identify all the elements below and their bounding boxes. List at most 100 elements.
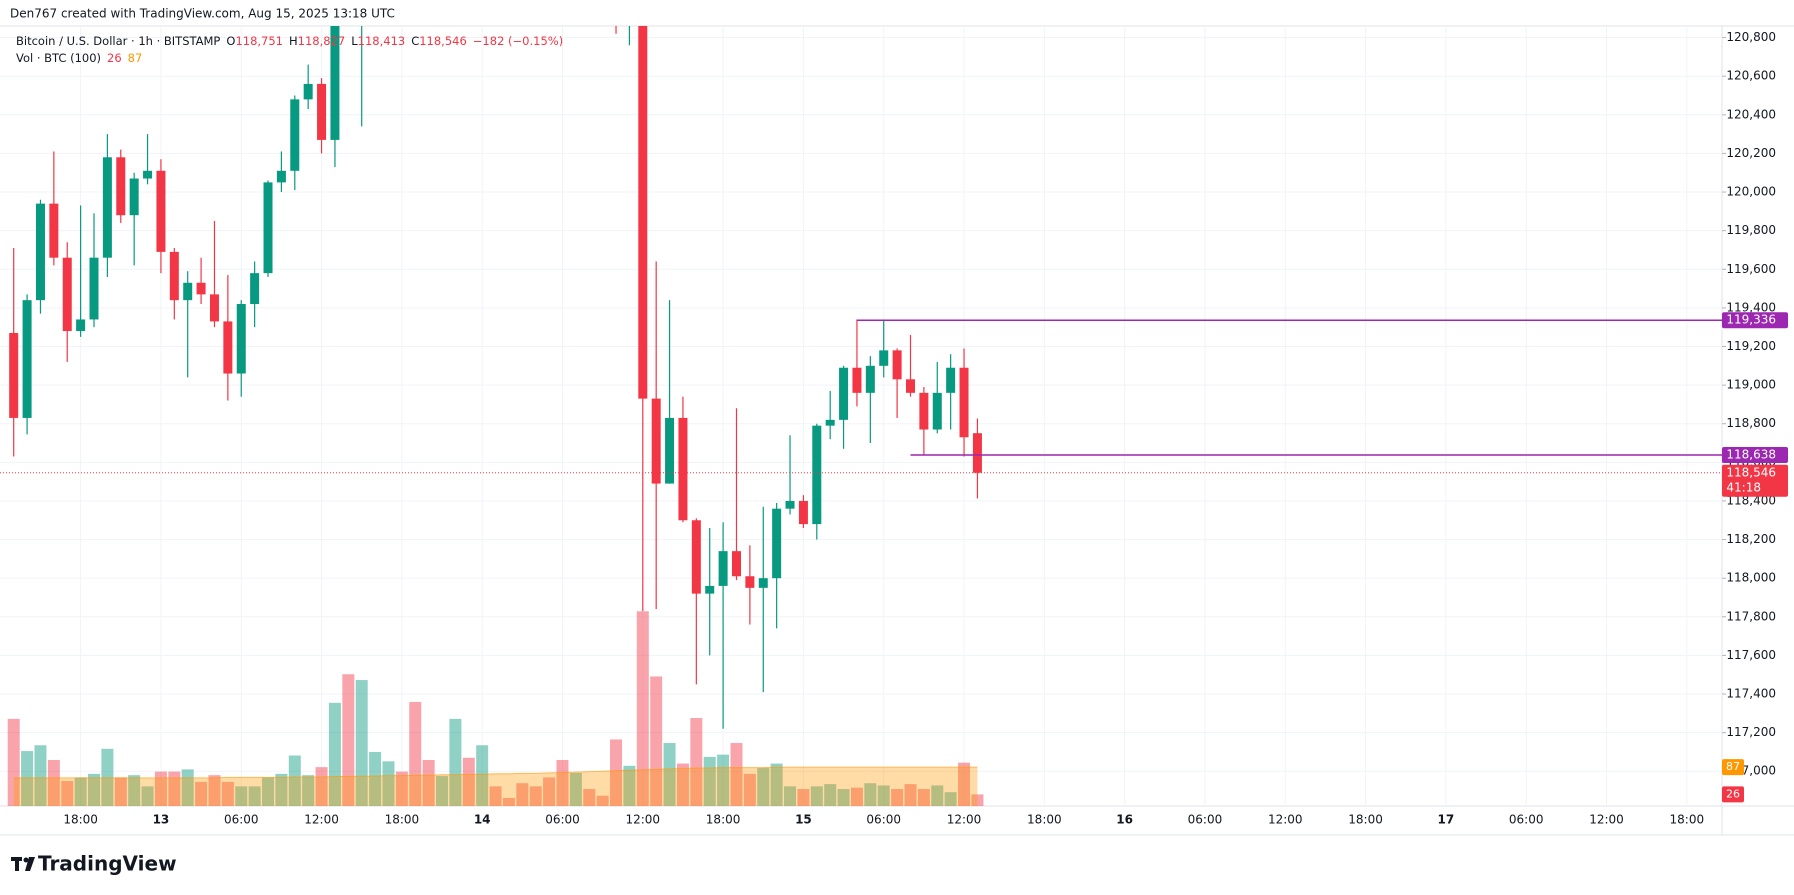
volume-bar: [7, 718, 20, 806]
volume-bar: [88, 773, 101, 806]
candle-body: [290, 99, 300, 171]
volume-tag-bg: [1722, 759, 1744, 776]
level-label-bg: [1722, 312, 1788, 329]
level-label: 119,336: [1726, 313, 1776, 327]
volume-bar: [462, 757, 475, 806]
volume-bar: [449, 718, 462, 806]
volume-bar: [489, 786, 502, 806]
x-tick-label: 06:00: [1188, 813, 1223, 827]
volume-tag-bg: [1722, 786, 1744, 803]
x-tick-label: 06:00: [866, 813, 901, 827]
volume-bar: [650, 676, 663, 806]
volume-bar: [422, 759, 435, 806]
volume-bar: [877, 785, 890, 806]
y-tick-label: 120,200: [1726, 146, 1776, 160]
volume-bar: [61, 780, 74, 806]
volume-bar: [221, 781, 234, 806]
logo-mark: [25, 857, 35, 871]
x-tick-label: 18:00: [706, 813, 741, 827]
candle-body: [905, 379, 915, 393]
y-tick-label: 117,400: [1726, 687, 1776, 701]
candle-body: [839, 367, 849, 420]
legend-volume-value: 26: [107, 51, 122, 65]
x-tick-label: 18:00: [1670, 813, 1705, 827]
volume-bar: [770, 763, 783, 806]
x-tick-label: 12:00: [625, 813, 660, 827]
volume-bar: [154, 771, 167, 806]
volume-bar: [864, 783, 877, 806]
candle-body: [49, 203, 59, 258]
level-label: 118,638: [1726, 448, 1776, 462]
legend-value: 118,751: [235, 34, 283, 48]
y-tick-label: 119,600: [1726, 262, 1776, 276]
volume-bar: [676, 763, 689, 806]
candle-body: [879, 350, 889, 366]
volume-bar: [74, 777, 87, 806]
volume-bar: [328, 702, 341, 806]
volume-bar: [181, 769, 194, 806]
y-tick-label: 120,000: [1726, 185, 1776, 199]
x-tick-label: 14: [474, 813, 491, 827]
x-tick-label: 12:00: [304, 813, 339, 827]
volume-bar: [810, 786, 823, 806]
last-price-label: 118,546: [1726, 465, 1776, 479]
volume-bar: [168, 771, 181, 806]
legend-volume-ma: 87: [128, 51, 143, 65]
candle-body: [852, 367, 862, 393]
volume-bar: [556, 759, 569, 806]
candle-body: [758, 578, 768, 588]
volume-bar: [850, 787, 863, 806]
candle-body: [116, 157, 126, 216]
volume-bar: [275, 773, 288, 806]
volume-bar: [610, 739, 623, 806]
candle-body: [9, 332, 19, 418]
legend-symbol: Bitcoin / U.S. Dollar · 1h · BITSTAMP: [16, 34, 220, 48]
volume-bar: [837, 789, 850, 806]
volume-bar: [944, 792, 957, 806]
volume-bar: [369, 751, 382, 806]
candles: [9, 26, 982, 729]
candle-body: [62, 257, 72, 332]
logo-mark: [23, 857, 29, 863]
candle-body: [317, 83, 327, 140]
candle-body: [129, 178, 139, 216]
x-tick-label: 17: [1438, 813, 1455, 827]
volume-bar: [476, 745, 489, 806]
candle-body: [183, 282, 193, 301]
volume-bar: [248, 786, 261, 806]
legend-price: Bitcoin / U.S. Dollar · 1h · BITSTAMP O11…: [16, 34, 563, 48]
last-price-label-bg: [1722, 464, 1788, 497]
overlays: 117,000117,200117,400117,600117,800118,0…: [0, 30, 1788, 827]
legend-key: H: [289, 34, 298, 48]
y-tick-label: 119,200: [1726, 339, 1776, 353]
candle-body: [76, 319, 86, 332]
volume-bar: [355, 680, 368, 806]
volume-bar: [596, 795, 609, 806]
y-tick-label: 119,400: [1726, 300, 1776, 314]
candle-body: [169, 251, 179, 301]
legend-volume: Vol · BTC (100) 26 87: [16, 51, 142, 65]
volume-bar: [583, 789, 596, 806]
candle-body: [798, 500, 808, 525]
volume-bar: [302, 775, 315, 806]
candle-body: [196, 282, 206, 295]
volume-bar: [931, 785, 944, 806]
x-tick-label: 18:00: [385, 813, 420, 827]
y-tick-label: 117,200: [1726, 725, 1776, 739]
volume-bar: [958, 762, 971, 806]
candle-body: [785, 500, 795, 509]
volume-bar: [529, 786, 542, 806]
volume-bar: [409, 701, 422, 806]
candle-body: [276, 170, 286, 183]
volume-pane: [7, 611, 984, 806]
volume-bar: [382, 761, 395, 806]
candle-body: [972, 433, 982, 473]
volume-bar: [342, 674, 355, 806]
x-tick-label: 18:00: [1027, 813, 1062, 827]
candle-body: [772, 508, 782, 579]
candle-body: [209, 294, 219, 322]
candle-body: [651, 398, 661, 484]
candle-body: [303, 83, 313, 100]
